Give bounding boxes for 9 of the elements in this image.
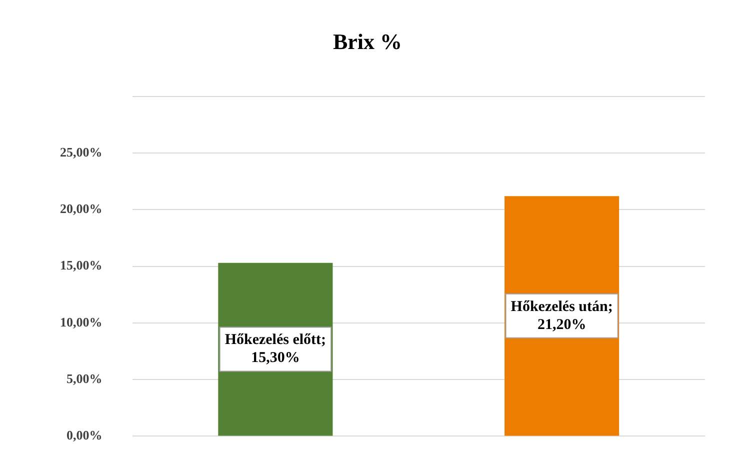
- y-tick-label: 15,00%: [60, 258, 102, 273]
- y-tick-label: 10,00%: [60, 314, 102, 330]
- y-tick-label: 20,00%: [60, 201, 102, 216]
- chart-title: Brix %: [332, 28, 402, 54]
- data-label: Hőkezelés után; 21,20%: [510, 298, 613, 333]
- y-tick-label: 0,00%: [66, 428, 102, 443]
- y-tick-label: 25,00%: [60, 144, 102, 160]
- y-tick-label: 5,00%: [66, 370, 102, 386]
- data-label: Hőkezelés előtt; 15,30%: [224, 332, 326, 366]
